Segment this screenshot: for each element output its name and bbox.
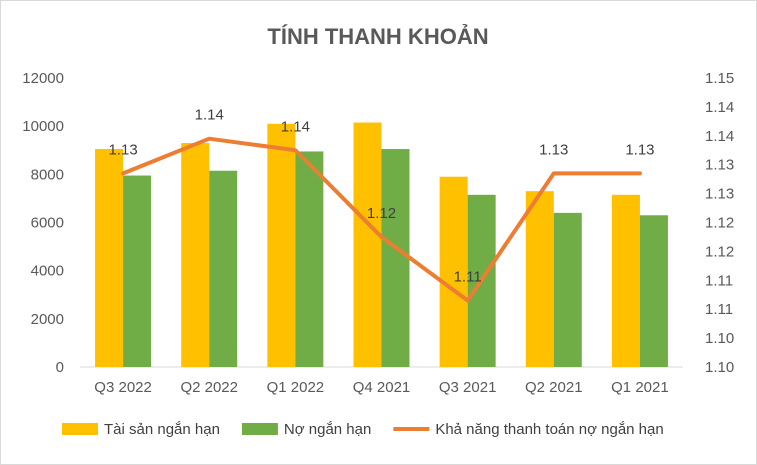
ratio-data-label: 1.13 xyxy=(625,141,654,158)
left-axis-ticks: 0 2000 4000 6000 8000 10000 12000 xyxy=(22,70,64,376)
x-axis-ticks: Q3 2022 Q2 2022 Q1 2022 Q4 2021 Q3 2021 Q2 20… xyxy=(94,379,668,396)
left-tick-label: 8000 xyxy=(31,166,64,183)
ratio-data-label: 1.13 xyxy=(108,141,137,158)
right-tick-label: 1.14 xyxy=(705,128,734,145)
bar-current-assets xyxy=(525,191,554,367)
right-tick-label: 1.13 xyxy=(705,186,734,203)
bar-current-assets xyxy=(353,122,382,367)
right-tick-label: 1.11 xyxy=(705,301,733,318)
bar-current-assets xyxy=(439,176,468,367)
left-tick-label: 0 xyxy=(56,359,64,376)
bar-current-assets xyxy=(611,194,640,367)
x-tick-label: Q3 2021 xyxy=(439,379,497,396)
left-tick-label: 6000 xyxy=(31,215,64,232)
bar-current-liabilities xyxy=(553,212,582,367)
bar-current-liabilities xyxy=(295,151,324,367)
right-tick-label: 1.12 xyxy=(705,243,734,260)
legend-label: Khả năng thanh toán nợ ngắn hạn xyxy=(435,421,663,438)
bar-current-liabilities xyxy=(381,149,410,367)
legend-swatch xyxy=(241,423,278,435)
right-tick-label: 1.12 xyxy=(705,215,734,232)
legend: Tài sản ngắn hạn Nợ ngắn hạn Khả năng than… xyxy=(62,421,664,438)
x-tick-label: Q2 2021 xyxy=(525,379,583,396)
right-axis-ticks: 1.10 1.10 1.11 1.11 1.12 1.12 1.13 1.13 1.14 1.14… xyxy=(705,70,734,376)
left-tick-label: 2000 xyxy=(31,311,64,328)
bar-current-assets xyxy=(267,123,296,367)
legend-label: Tài sản ngắn hạn xyxy=(104,421,220,438)
x-tick-label: Q4 2021 xyxy=(353,379,411,396)
right-tick-label: 1.10 xyxy=(705,330,734,347)
ratio-data-label: 1.13 xyxy=(539,141,568,158)
bar-current-assets xyxy=(181,143,210,367)
bar-current-assets xyxy=(95,149,124,367)
right-tick-label: 1.15 xyxy=(705,70,734,87)
right-tick-label: 1.10 xyxy=(705,359,734,376)
x-tick-label: Q1 2022 xyxy=(267,379,325,396)
right-tick-label: 1.11 xyxy=(705,272,733,289)
chart-title: TÍNH THANH KHOẢN xyxy=(267,24,488,49)
left-tick-label: 12000 xyxy=(22,70,64,87)
right-tick-label: 1.13 xyxy=(705,157,734,174)
right-tick-label: 1.14 xyxy=(705,99,734,116)
legend-label: Nợ ngắn hạn xyxy=(284,421,371,438)
x-tick-label: Q2 2022 xyxy=(180,379,238,396)
ratio-data-label: 1.14 xyxy=(281,118,310,135)
legend-swatch xyxy=(62,423,98,435)
x-tick-label: Q1 2021 xyxy=(611,379,669,396)
bar-current-liabilities xyxy=(209,170,238,367)
ratio-data-label: 1.14 xyxy=(195,107,224,124)
bars-layer xyxy=(95,122,668,367)
left-tick-label: 4000 xyxy=(31,263,64,280)
x-tick-label: Q3 2022 xyxy=(94,379,152,396)
left-tick-label: 10000 xyxy=(22,118,64,135)
ratio-data-label: 1.11 xyxy=(454,269,482,286)
ratio-line-layer: 1.13 1.14 1.14 1.12 1.11 1.13 1.13 xyxy=(108,107,655,303)
bar-current-liabilities xyxy=(639,215,668,367)
ratio-data-label: 1.12 xyxy=(367,205,396,222)
bar-current-liabilities xyxy=(123,175,152,367)
